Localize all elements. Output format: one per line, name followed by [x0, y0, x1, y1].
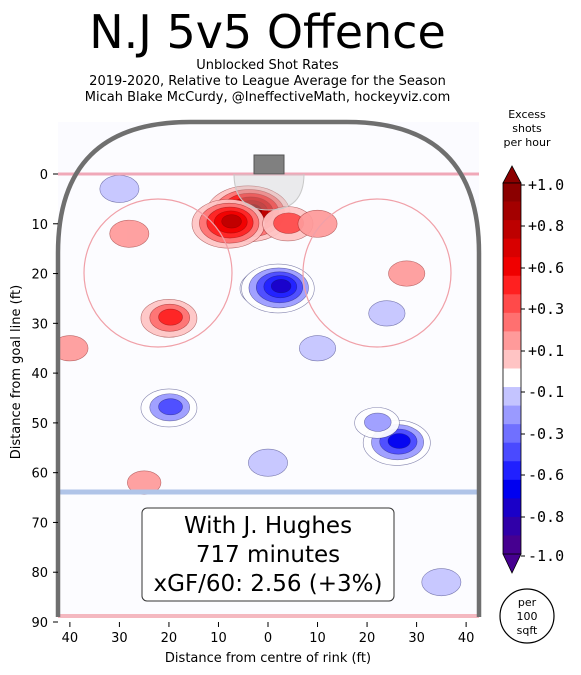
y-tick-label: 50: [31, 417, 48, 432]
chart-subtitle-1: Unblocked Shot Rates: [196, 58, 339, 73]
x-axis-label: Distance from centre of rink (ft): [165, 651, 371, 666]
x-tick-label: 20: [359, 631, 376, 646]
colorbar-swatch: [503, 275, 521, 295]
colorbar-tick-label: -0.6: [528, 466, 564, 484]
heatmap-cell: [297, 209, 338, 238]
y-tick-label: 10: [31, 218, 48, 233]
annotation-box: With J. Hughes 717 minutes xGF/60: 2.56 …: [141, 507, 395, 602]
heatmap-cell: [299, 335, 337, 362]
colorbar-tick-label: -1.0: [528, 547, 564, 565]
y-tick-label: 20: [31, 268, 48, 283]
unit-badge: per 100 sqft: [499, 588, 555, 644]
chart-subtitle-3: Micah Blake McCurdy, @IneffectiveMath, h…: [84, 90, 451, 105]
colorbar-swatch: [503, 442, 521, 462]
heatmap-cell: [158, 308, 183, 326]
annotation-line-3: xGF/60: 2.56 (+3%): [154, 571, 383, 597]
annotation-line-2: 717 minutes: [196, 542, 340, 568]
colorbar-swatch: [503, 238, 521, 258]
colorbar-swatch: [503, 201, 521, 221]
faceoff-circle-right: [302, 198, 452, 348]
colorbar: Excess shots per hour +1.0 +0.8 +0.6 +0.3 +0…: [502, 108, 564, 574]
heatmap-cell: [421, 568, 462, 597]
colorbar-tick-label: -0.1: [528, 383, 564, 401]
heatmap-cell: [99, 175, 140, 203]
colorbar-tick-label: -0.8: [528, 508, 564, 526]
heatmap-cell: [158, 398, 183, 416]
x-tick-label: 10: [309, 631, 326, 646]
colorbar-swatch: [503, 294, 521, 314]
x-tick-label: 30: [408, 631, 425, 646]
colorbar-swatch: [503, 312, 521, 332]
heatmap-cell: [364, 412, 392, 432]
y-tick-label: 70: [31, 516, 48, 531]
unit-badge-circle: [499, 588, 555, 644]
heatmap-cell: [387, 433, 411, 449]
heatmap-cell: [270, 279, 292, 294]
x-tick-label: 40: [458, 631, 475, 646]
colorbar-swatch: [503, 516, 521, 536]
unit-badge-line-1: per: [518, 596, 537, 609]
colorbar-swatch: [503, 498, 521, 518]
colorbar-tick-label: +0.1: [528, 342, 564, 360]
faceoff-circle-left: [83, 198, 233, 348]
y-axis-label: Distance from goal line (ft): [9, 285, 24, 459]
y-tick-label: 90: [31, 616, 48, 631]
unit-badge-line-2: 100: [517, 610, 538, 623]
colorbar-tick-label: +0.3: [528, 300, 564, 318]
colorbar-frame: [502, 182, 522, 555]
x-tick-label: 40: [62, 631, 79, 646]
unit-badge-line-3: sqft: [517, 624, 538, 637]
rink-boards: [55, 119, 482, 617]
colorbar-swatch: [503, 535, 521, 555]
colorbar-swatch: [503, 368, 521, 388]
heatmap-cell: [368, 300, 406, 327]
colorbar-swatch: [503, 479, 521, 499]
colorbar-swatch: [503, 349, 521, 369]
heatmap-cell: [388, 260, 426, 287]
goal-net: [253, 154, 285, 175]
colorbar-swatch: [503, 424, 521, 444]
colorbar-title-1: Excess: [508, 108, 546, 121]
y-tick-label: 40: [31, 367, 48, 382]
heatmap-cell: [221, 214, 242, 229]
colorbar-swatch: [503, 331, 521, 351]
colorbar-title-2: shots: [512, 122, 542, 135]
rink-markings: [58, 154, 479, 618]
colorbar-tick-label: +0.6: [528, 259, 564, 277]
y-tick-label: 0: [40, 168, 48, 183]
axes: 40 30 20 10 0 10 20 30 40 0 10 20 30 40 50 60 70 80 90 Dist…: [9, 168, 474, 666]
colorbar-swatch: [503, 387, 521, 406]
y-tick-label: 30: [31, 317, 48, 332]
colorbar-swatch: [503, 257, 521, 277]
annotation-frame: [141, 507, 395, 602]
x-tick-label: 10: [210, 631, 227, 646]
colorbar-extend-min: [502, 553, 522, 574]
colorbar-tick-label: -0.3: [528, 425, 564, 443]
annotation-line-1: With J. Hughes: [184, 513, 352, 539]
x-tick-label: 20: [161, 631, 178, 646]
colorbar-tick-label: +0.8: [528, 217, 564, 235]
colorbar-title-3: per hour: [504, 136, 551, 149]
heatmap-cell: [109, 219, 150, 248]
chart-title: N.J 5v5 Offence: [89, 5, 446, 59]
colorbar-swatch: [503, 405, 521, 425]
y-tick-label: 60: [31, 467, 48, 482]
heatmap-cell: [248, 448, 288, 477]
goal-crease: [233, 173, 305, 211]
colorbar-swatch: [503, 220, 521, 240]
colorbar-extend-max: [502, 165, 522, 184]
colorbar-tick-label: +1.0: [528, 176, 564, 194]
heatmap-cell: [58, 335, 89, 362]
x-tick-label: 0: [264, 631, 272, 646]
colorbar-swatch: [503, 461, 521, 481]
y-tick-label: 80: [31, 566, 48, 581]
chart-subtitle-2: 2019-2020, Relative to League Average fo…: [89, 74, 446, 89]
colorbar-swatch: [503, 183, 521, 202]
x-tick-label: 30: [111, 631, 128, 646]
